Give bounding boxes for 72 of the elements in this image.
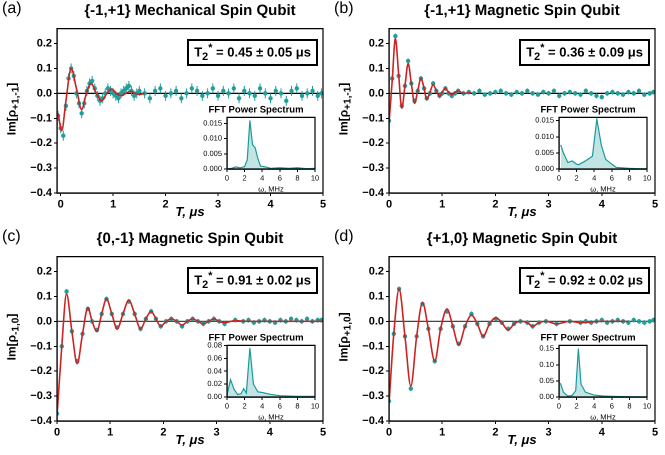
chart-title: FFT Power Spectrum: [208, 104, 304, 116]
x-tick-label: 4: [598, 426, 606, 439]
text: (c): [2, 228, 21, 246]
annotation: T$_{2}$$^{*}$ = 0.36 ± 0.09 μs: [519, 39, 650, 66]
x-axis-title: T, μs: [507, 204, 537, 219]
x-tick-label: 5: [652, 426, 658, 439]
chart-title: FFT Power Spectrum: [540, 104, 636, 116]
x-axis-title: T, μs: [175, 432, 205, 447]
chart-title: {-1,+1} Magnetic Spin Qubit: [424, 2, 620, 19]
y-tick-label: −0.1: [362, 112, 384, 124]
y-tick-label: −0.1: [30, 340, 52, 352]
y-tick-label: −0.2: [362, 137, 384, 150]
x-tick-label: 2: [492, 198, 498, 211]
y-tick-label: −0.1: [362, 340, 384, 352]
x-tick-label: 1: [110, 198, 116, 211]
x-tick-label: 5: [320, 426, 326, 439]
y-tick-label: 0.0: [36, 315, 52, 328]
x-tick-label: 4: [267, 198, 274, 211]
y-tick-label: 0.0: [368, 87, 384, 100]
y-tick-label: 0.0: [368, 315, 384, 328]
x-tick-label: 4: [266, 426, 274, 439]
x-tick-label: 1: [439, 198, 446, 211]
y-tick-label: −0.1: [30, 112, 52, 124]
y-tick-label: −0.4: [30, 415, 53, 428]
y-tick-label: 0.2: [36, 38, 52, 50]
y-tick-label: −0.2: [30, 137, 52, 150]
x-tick-label: 0: [58, 198, 64, 211]
x-tick-label: 4: [598, 198, 606, 211]
x-tick-label: 3: [215, 198, 222, 211]
x-tick-label: 2: [162, 198, 169, 211]
x-axis-title: T, μs: [175, 204, 205, 219]
x-tick-label: 2: [160, 426, 166, 439]
chart-title: FFT Power Spectrum: [540, 332, 636, 344]
text: (a): [2, 0, 22, 18]
x-tick-label: 5: [320, 198, 326, 211]
x-tick-label: 5: [652, 198, 658, 211]
y-tick-label: −0.3: [362, 162, 384, 174]
x-axis-title: T, μs: [507, 432, 537, 447]
y-tick-label: 0.1: [368, 62, 384, 74]
y-tick-label: −0.4: [30, 187, 53, 200]
y-tick-label: 0.1: [36, 62, 52, 74]
chart-title: {+1,0} Magnetic Spin Qubit: [426, 230, 618, 247]
annotation: T$_{2}$$^{*}$ = 0.92 ± 0.02 μs: [519, 267, 650, 294]
y-tick-label: −0.2: [362, 365, 384, 378]
y-tick-label: 0.2: [368, 266, 384, 278]
x-tick-label: 1: [107, 426, 114, 439]
y-tick-label: 0.1: [36, 290, 52, 302]
chart-title: {0,-1} Magnetic Spin Qubit: [96, 230, 284, 247]
annotation: T$_{2}$$^{*}$ = 0.91 ± 0.02 μs: [187, 267, 318, 294]
x-tick-label: 3: [214, 426, 220, 439]
chart-title: FFT Power Spectrum: [208, 332, 304, 344]
y-tick-label: 0.1: [368, 290, 384, 302]
annotation: T$_{2}$$^{*}$ = 0.45 ± 0.05 μs: [187, 39, 318, 66]
y-tick-label: 0.2: [368, 38, 384, 50]
text: (d): [334, 228, 354, 246]
y-tick-label: −0.4: [362, 187, 385, 200]
x-tick-label: 0: [54, 426, 60, 439]
x-tick-label: 2: [492, 426, 498, 439]
text: (b): [334, 0, 354, 18]
x-tick-label: 0: [386, 198, 392, 211]
y-tick-label: −0.2: [30, 365, 52, 378]
y-tick-label: −0.3: [30, 162, 52, 174]
y-tick-label: −0.3: [362, 390, 384, 402]
x-tick-label: 0: [386, 426, 392, 439]
chart-title: {-1,+1} Mechanical Spin Qubit: [84, 2, 296, 19]
x-tick-label: 3: [546, 198, 552, 211]
x-tick-label: 3: [546, 426, 552, 439]
y-tick-label: −0.4: [362, 415, 385, 428]
y-tick-label: −0.3: [30, 390, 52, 402]
y-tick-label: 0.0: [36, 87, 52, 100]
x-tick-label: 1: [439, 426, 446, 439]
y-tick-label: 0.2: [36, 266, 52, 278]
